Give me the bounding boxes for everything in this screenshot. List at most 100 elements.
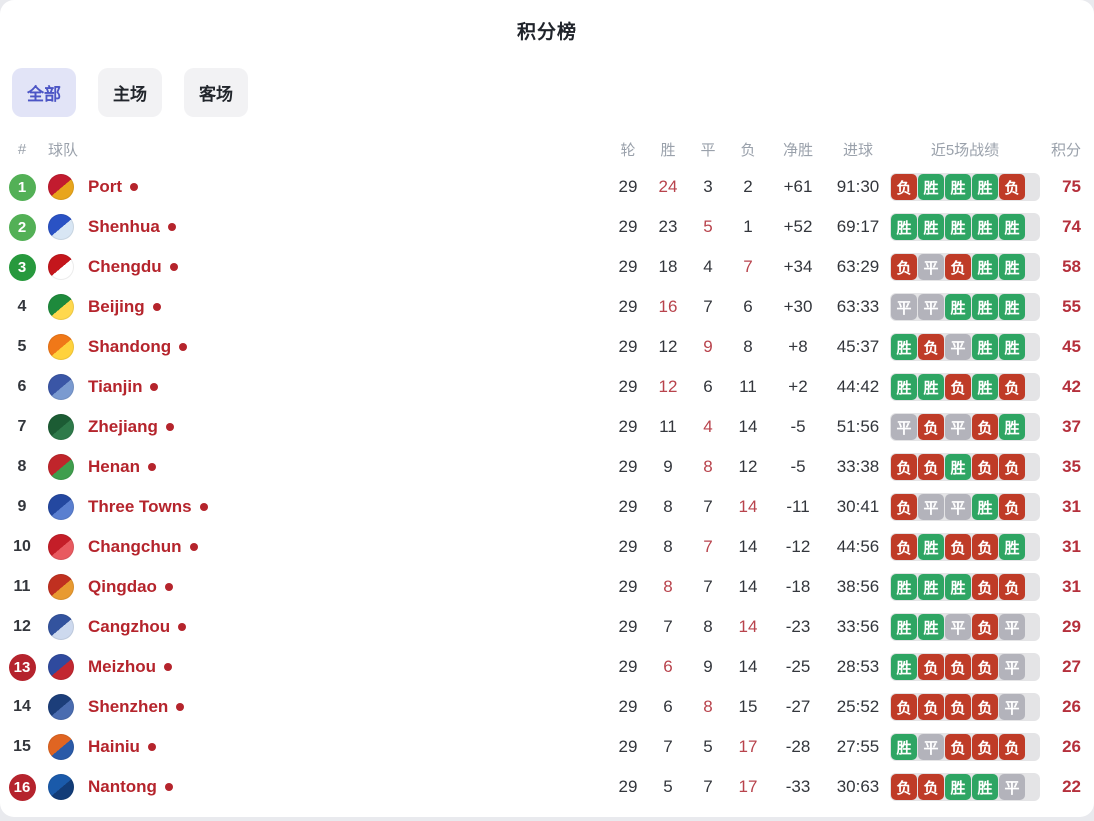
stat-win: 8	[663, 497, 673, 516]
stat-win: 16	[658, 297, 678, 316]
result-badge: 负	[999, 454, 1025, 480]
team-name[interactable]: Port	[88, 177, 122, 196]
table-row[interactable]: 13 Meizhou 29 6 9 14 -25 28:53 胜负负负平 27	[0, 647, 1094, 687]
team-name[interactable]: Meizhou	[88, 657, 156, 676]
table-row[interactable]: 2 Shenhua 29 23 5 1 +52 69:17 胜胜胜胜胜 74	[0, 207, 1094, 247]
stat-win: 6	[663, 697, 673, 716]
stat-gd: -18	[785, 577, 811, 596]
result-badge: 胜	[972, 174, 998, 200]
stat-round: 29	[618, 617, 638, 636]
stat-draw: 6	[703, 377, 713, 396]
rank-badge: 7	[17, 418, 27, 435]
result-badge: 平	[945, 334, 971, 360]
stat-gd: +61	[783, 177, 813, 196]
stat-goals: 91:30	[836, 177, 880, 196]
team-name[interactable]: Nantong	[88, 777, 157, 796]
result-badge: 胜	[972, 214, 998, 240]
live-dot-icon	[147, 743, 156, 751]
last5-strip: 负平平胜负	[890, 493, 1040, 521]
table-row[interactable]: 4 Beijing 29 16 7 6 +30 63:33 平平胜胜胜 55	[0, 287, 1094, 327]
table-row[interactable]: 1 Port 29 24 3 2 +61 91:30 负胜胜胜负 75	[0, 167, 1094, 207]
rank-badge: 6	[17, 378, 27, 395]
team-name[interactable]: Changchun	[88, 537, 182, 556]
table-row[interactable]: 14 Shenzhen 29 6 8 15 -27 25:52 负负负负平 26	[0, 687, 1094, 727]
stat-points: 31	[1062, 537, 1081, 556]
last5-strip: 平负平负胜	[890, 413, 1040, 441]
stat-gd: +8	[788, 337, 808, 356]
stat-draw: 5	[703, 737, 713, 756]
team-name[interactable]: Shenhua	[88, 217, 160, 236]
team-name[interactable]: Beijing	[88, 297, 145, 316]
team-name[interactable]: Tianjin	[88, 377, 143, 396]
stat-loss: 11	[739, 377, 757, 396]
team-name[interactable]: Three Towns	[88, 497, 192, 516]
stat-win: 7	[663, 617, 673, 636]
stat-points: 37	[1062, 417, 1081, 436]
table-row[interactable]: 8 Henan 29 9 8 12 -5 33:38 负负胜负负 35	[0, 447, 1094, 487]
stat-round: 29	[618, 257, 638, 276]
result-badge: 平	[999, 654, 1025, 680]
result-badge: 负	[999, 174, 1025, 200]
table-row[interactable]: 10 Changchun 29 8 7 14 -12 44:56 负胜负负胜 3…	[0, 527, 1094, 567]
live-dot-icon	[164, 783, 173, 791]
team-name[interactable]: Hainiu	[88, 737, 140, 756]
table-row[interactable]: 5 Shandong 29 12 9 8 +8 45:37 胜负平胜胜 45	[0, 327, 1094, 367]
stat-round: 29	[618, 217, 638, 236]
result-badge: 胜	[945, 214, 971, 240]
tab-away[interactable]: 客场	[184, 68, 248, 117]
stat-goals: 44:42	[836, 377, 880, 396]
live-dot-icon	[130, 183, 138, 191]
table-row[interactable]: 6 Tianjin 29 12 6 11 +2 44:42 胜胜负胜负 42	[0, 367, 1094, 407]
stat-points: 75	[1062, 177, 1081, 196]
result-badge: 负	[918, 774, 944, 800]
tab-all[interactable]: 全部	[12, 68, 76, 117]
table-row[interactable]: 15 Hainiu 29 7 5 17 -28 27:55 胜平负负负 26	[0, 727, 1094, 767]
result-badge: 平	[918, 734, 944, 760]
table-row[interactable]: 7 Zhejiang 29 11 4 14 -5 51:56 平负平负胜 37	[0, 407, 1094, 447]
result-badge: 负	[918, 654, 944, 680]
stat-gd: -33	[785, 777, 811, 796]
result-badge: 胜	[918, 574, 944, 600]
team-name[interactable]: Henan	[88, 457, 140, 476]
stat-win: 23	[658, 217, 678, 236]
team-name[interactable]: Cangzhou	[88, 617, 171, 636]
stat-points: 74	[1062, 217, 1081, 236]
team-name[interactable]: Chengdu	[88, 257, 162, 276]
tab-home[interactable]: 主场	[98, 68, 162, 117]
last5-strip: 胜胜胜负负	[890, 573, 1040, 601]
stat-win: 18	[658, 257, 678, 276]
stat-loss: 6	[743, 297, 753, 316]
team-name[interactable]: Shandong	[88, 337, 172, 356]
team-name[interactable]: Qingdao	[88, 577, 157, 596]
table-row[interactable]: 11 Qingdao 29 8 7 14 -18 38:56 胜胜胜负负 31	[0, 567, 1094, 607]
result-badge: 负	[972, 574, 998, 600]
team-name[interactable]: Zhejiang	[88, 417, 158, 436]
header-goals: 进球	[842, 141, 873, 159]
result-badge: 负	[972, 534, 998, 560]
table-row[interactable]: 9 Three Towns 29 8 7 14 -11 30:41 负平平胜负 …	[0, 487, 1094, 527]
table-row[interactable]: 12 Cangzhou 29 7 8 14 -23 33:56 胜胜平负平 29	[0, 607, 1094, 647]
stat-win: 5	[663, 777, 673, 796]
result-badge: 负	[945, 254, 971, 280]
result-badge: 胜	[972, 774, 998, 800]
team-logo-icon	[48, 694, 74, 720]
stat-draw: 5	[703, 217, 713, 236]
last5-strip: 负负胜负负	[890, 453, 1040, 481]
team-name[interactable]: Shenzhen	[88, 697, 169, 716]
header-win: 胜	[660, 141, 676, 159]
rank-badge: 1	[8, 173, 36, 201]
last5-strip: 负胜胜胜负	[890, 173, 1040, 201]
table-row[interactable]: 16 Nantong 29 5 7 17 -33 30:63 负负胜胜平 22	[0, 767, 1094, 807]
stat-round: 29	[618, 777, 638, 796]
rank-badge: 10	[13, 538, 31, 555]
result-badge: 负	[945, 374, 971, 400]
result-badge: 胜	[918, 174, 944, 200]
stat-win: 11	[659, 417, 677, 436]
stat-goals: 45:37	[836, 337, 880, 356]
stat-loss: 14	[738, 537, 758, 556]
result-badge: 胜	[891, 574, 917, 600]
table-row[interactable]: 3 Chengdu 29 18 4 7 +34 63:29 负平负胜胜 58	[0, 247, 1094, 287]
result-badge: 负	[999, 374, 1025, 400]
stat-draw: 7	[703, 537, 713, 556]
stat-draw: 8	[703, 697, 713, 716]
